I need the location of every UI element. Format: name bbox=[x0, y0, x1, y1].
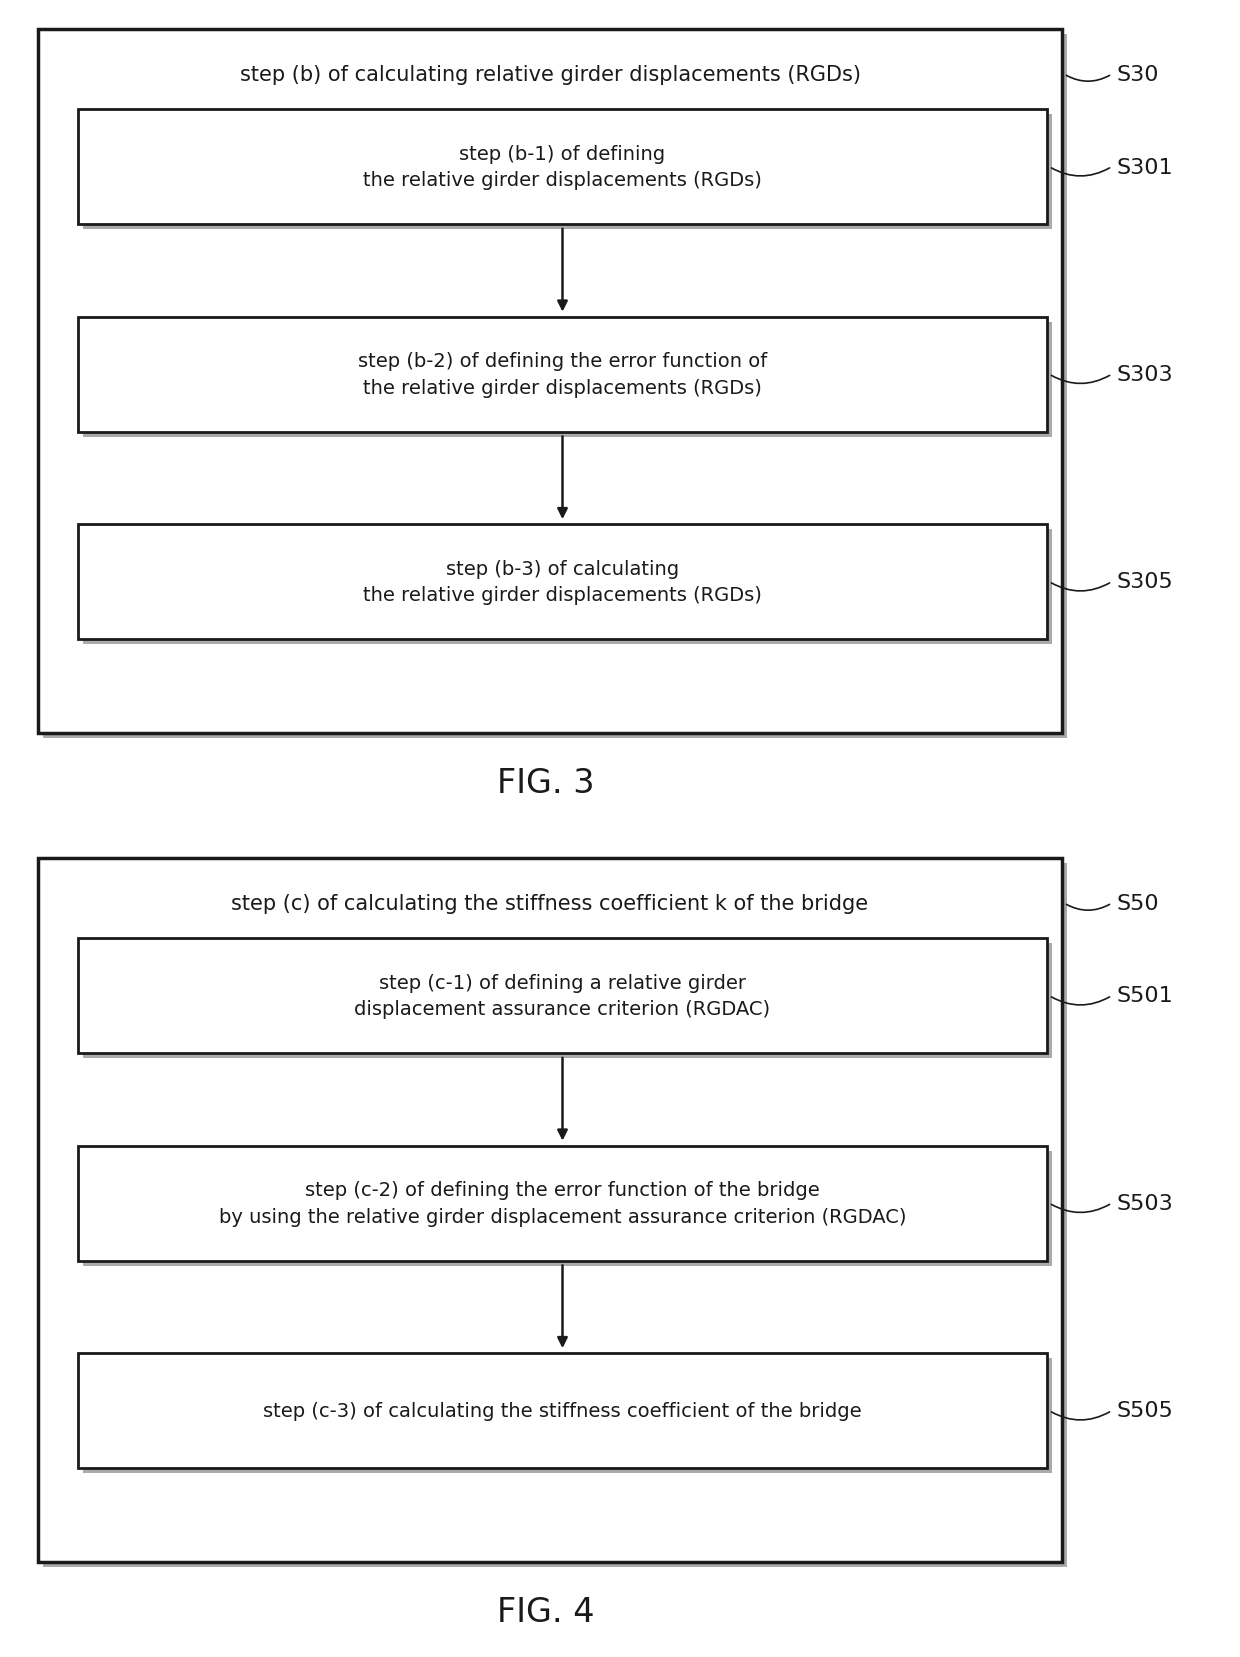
Text: FIG. 4: FIG. 4 bbox=[497, 1596, 594, 1629]
Text: step (b-3) of calculating
the relative girder displacements (RGDs): step (b-3) of calculating the relative g… bbox=[363, 560, 761, 605]
Text: S50: S50 bbox=[1117, 893, 1159, 913]
Bar bbox=[83, 323, 1052, 437]
Bar bbox=[43, 35, 1066, 739]
Text: S301: S301 bbox=[1117, 157, 1173, 177]
Text: step (c-3) of calculating the stiffness coefficient of the bridge: step (c-3) of calculating the stiffness … bbox=[263, 1402, 862, 1420]
Text: FIG. 3: FIG. 3 bbox=[497, 767, 594, 800]
Text: step (b-2) of defining the error function of
the relative girder displacements (: step (b-2) of defining the error functio… bbox=[358, 351, 768, 398]
Text: step (c-2) of defining the error function of the bridge
by using the relative gi: step (c-2) of defining the error functio… bbox=[218, 1180, 906, 1226]
Bar bbox=[78, 316, 1047, 432]
Bar bbox=[78, 109, 1047, 225]
Bar bbox=[83, 943, 1052, 1059]
Bar bbox=[83, 530, 1052, 645]
Text: S303: S303 bbox=[1117, 365, 1173, 384]
Bar bbox=[78, 525, 1047, 640]
Bar bbox=[78, 1354, 1047, 1468]
Bar bbox=[83, 1359, 1052, 1473]
Text: S501: S501 bbox=[1117, 986, 1174, 1006]
Bar bbox=[83, 114, 1052, 230]
Text: step (c-1) of defining a relative girder
displacement assurance criterion (RGDAC: step (c-1) of defining a relative girder… bbox=[355, 973, 770, 1019]
Text: step (c) of calculating the stiffness coefficient k of the bridge: step (c) of calculating the stiffness co… bbox=[232, 893, 868, 913]
Bar bbox=[38, 858, 1061, 1563]
Text: S305: S305 bbox=[1117, 572, 1174, 592]
Text: step (b-1) of defining
the relative girder displacements (RGDs): step (b-1) of defining the relative gird… bbox=[363, 144, 761, 191]
Text: step (b) of calculating relative girder displacements (RGDs): step (b) of calculating relative girder … bbox=[239, 65, 861, 85]
Text: S505: S505 bbox=[1117, 1400, 1174, 1420]
Bar bbox=[78, 938, 1047, 1054]
Bar bbox=[83, 1152, 1052, 1266]
Bar bbox=[78, 1145, 1047, 1261]
Bar bbox=[43, 863, 1066, 1568]
Bar bbox=[38, 30, 1061, 734]
Text: S30: S30 bbox=[1117, 65, 1159, 85]
Text: S503: S503 bbox=[1117, 1193, 1174, 1213]
